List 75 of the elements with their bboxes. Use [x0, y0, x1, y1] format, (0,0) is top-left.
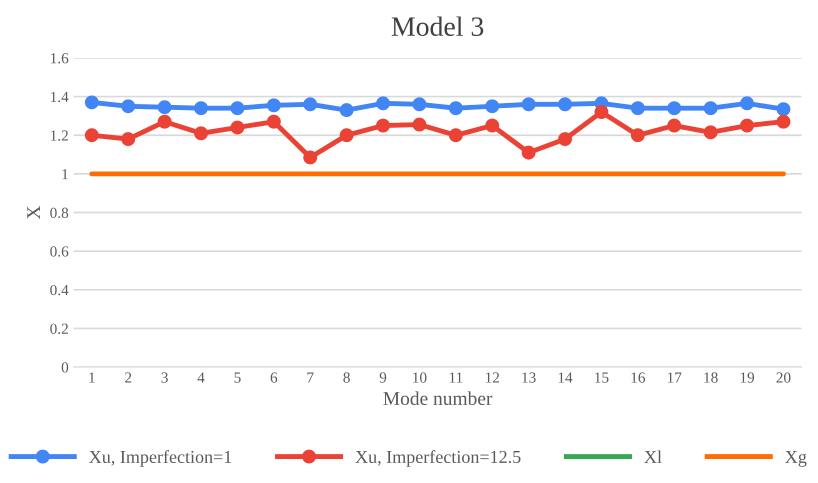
- y-tick-label: 0.4: [50, 284, 69, 296]
- legend-label: Xu, Imperfection=1: [89, 450, 232, 467]
- point: [630, 101, 645, 116]
- point: [412, 97, 426, 112]
- x-tick-label: 8: [343, 372, 350, 383]
- point: [84, 95, 99, 110]
- x-tick-label: 1: [89, 372, 95, 383]
- x-tick-label: 3: [162, 372, 168, 383]
- point: [84, 128, 99, 142]
- point: [194, 126, 208, 140]
- point: [558, 132, 572, 146]
- point: [158, 114, 172, 129]
- point: [340, 128, 354, 142]
- point: [448, 101, 463, 116]
- point: [630, 128, 645, 142]
- x-tick-label: 2: [125, 372, 132, 383]
- point: [448, 128, 463, 142]
- x-tick-label: 4: [198, 372, 205, 383]
- point: [667, 101, 682, 116]
- point: [776, 102, 790, 116]
- x-tick-label: 9: [380, 372, 386, 383]
- point: [485, 118, 500, 133]
- point: [303, 150, 318, 164]
- y-tick-label: 0.2: [50, 324, 68, 334]
- point: [485, 99, 500, 114]
- x-tick-label: 10: [413, 372, 426, 383]
- x-tick-label: 15: [595, 372, 608, 383]
- point: [558, 97, 572, 112]
- x-tick-label: 11: [450, 372, 462, 383]
- point: [522, 97, 536, 112]
- y-tick-label: 0.8: [50, 208, 68, 218]
- x-tick-label: 16: [632, 372, 646, 383]
- legend-label: Xg: [785, 451, 807, 467]
- point: [266, 114, 281, 129]
- x-tick-label: 14: [558, 372, 572, 383]
- y-tick-label: 1.4: [51, 92, 69, 102]
- point: [704, 125, 718, 140]
- x-tick-label: 6: [270, 372, 278, 383]
- x-tick-label: 5: [234, 372, 241, 383]
- point: [740, 118, 754, 133]
- point: [667, 118, 682, 133]
- chart-title: Model 3: [392, 16, 484, 36]
- legend-label: Xu, Imperfection=12.5: [355, 450, 520, 467]
- point: [303, 97, 318, 112]
- y-tick-label: 1: [62, 169, 68, 180]
- x-tick-label: 17: [668, 372, 682, 383]
- x-tick-label: 12: [486, 372, 500, 383]
- point: [776, 114, 790, 129]
- point: [230, 120, 244, 134]
- y-axis-title: X: [27, 206, 40, 220]
- y-tick-label: 0.6: [50, 246, 68, 257]
- x-axis-title: Mode number: [383, 391, 492, 406]
- x-tick-label: 7: [307, 372, 314, 383]
- point: [522, 146, 536, 160]
- x-tick-label: 18: [704, 372, 718, 383]
- y-tick-label: 1.2: [51, 130, 68, 141]
- x-tick-label: 13: [522, 372, 536, 383]
- point: [412, 118, 426, 132]
- point: [704, 101, 718, 116]
- point: [376, 96, 390, 110]
- point: [230, 101, 244, 116]
- x-tick-label: 20: [776, 372, 790, 383]
- point: [121, 99, 136, 114]
- legend-label: Xl: [644, 450, 662, 463]
- y-tick-label: 0: [62, 362, 68, 373]
- point: [594, 105, 608, 119]
- point: [121, 132, 136, 146]
- point: [194, 101, 208, 116]
- x-tick-label: 19: [740, 372, 754, 383]
- point: [340, 103, 354, 118]
- point: [158, 100, 172, 114]
- point: [376, 118, 390, 133]
- point: [740, 96, 754, 110]
- y-tick-label: 1.6: [51, 53, 68, 64]
- point: [266, 98, 281, 112]
